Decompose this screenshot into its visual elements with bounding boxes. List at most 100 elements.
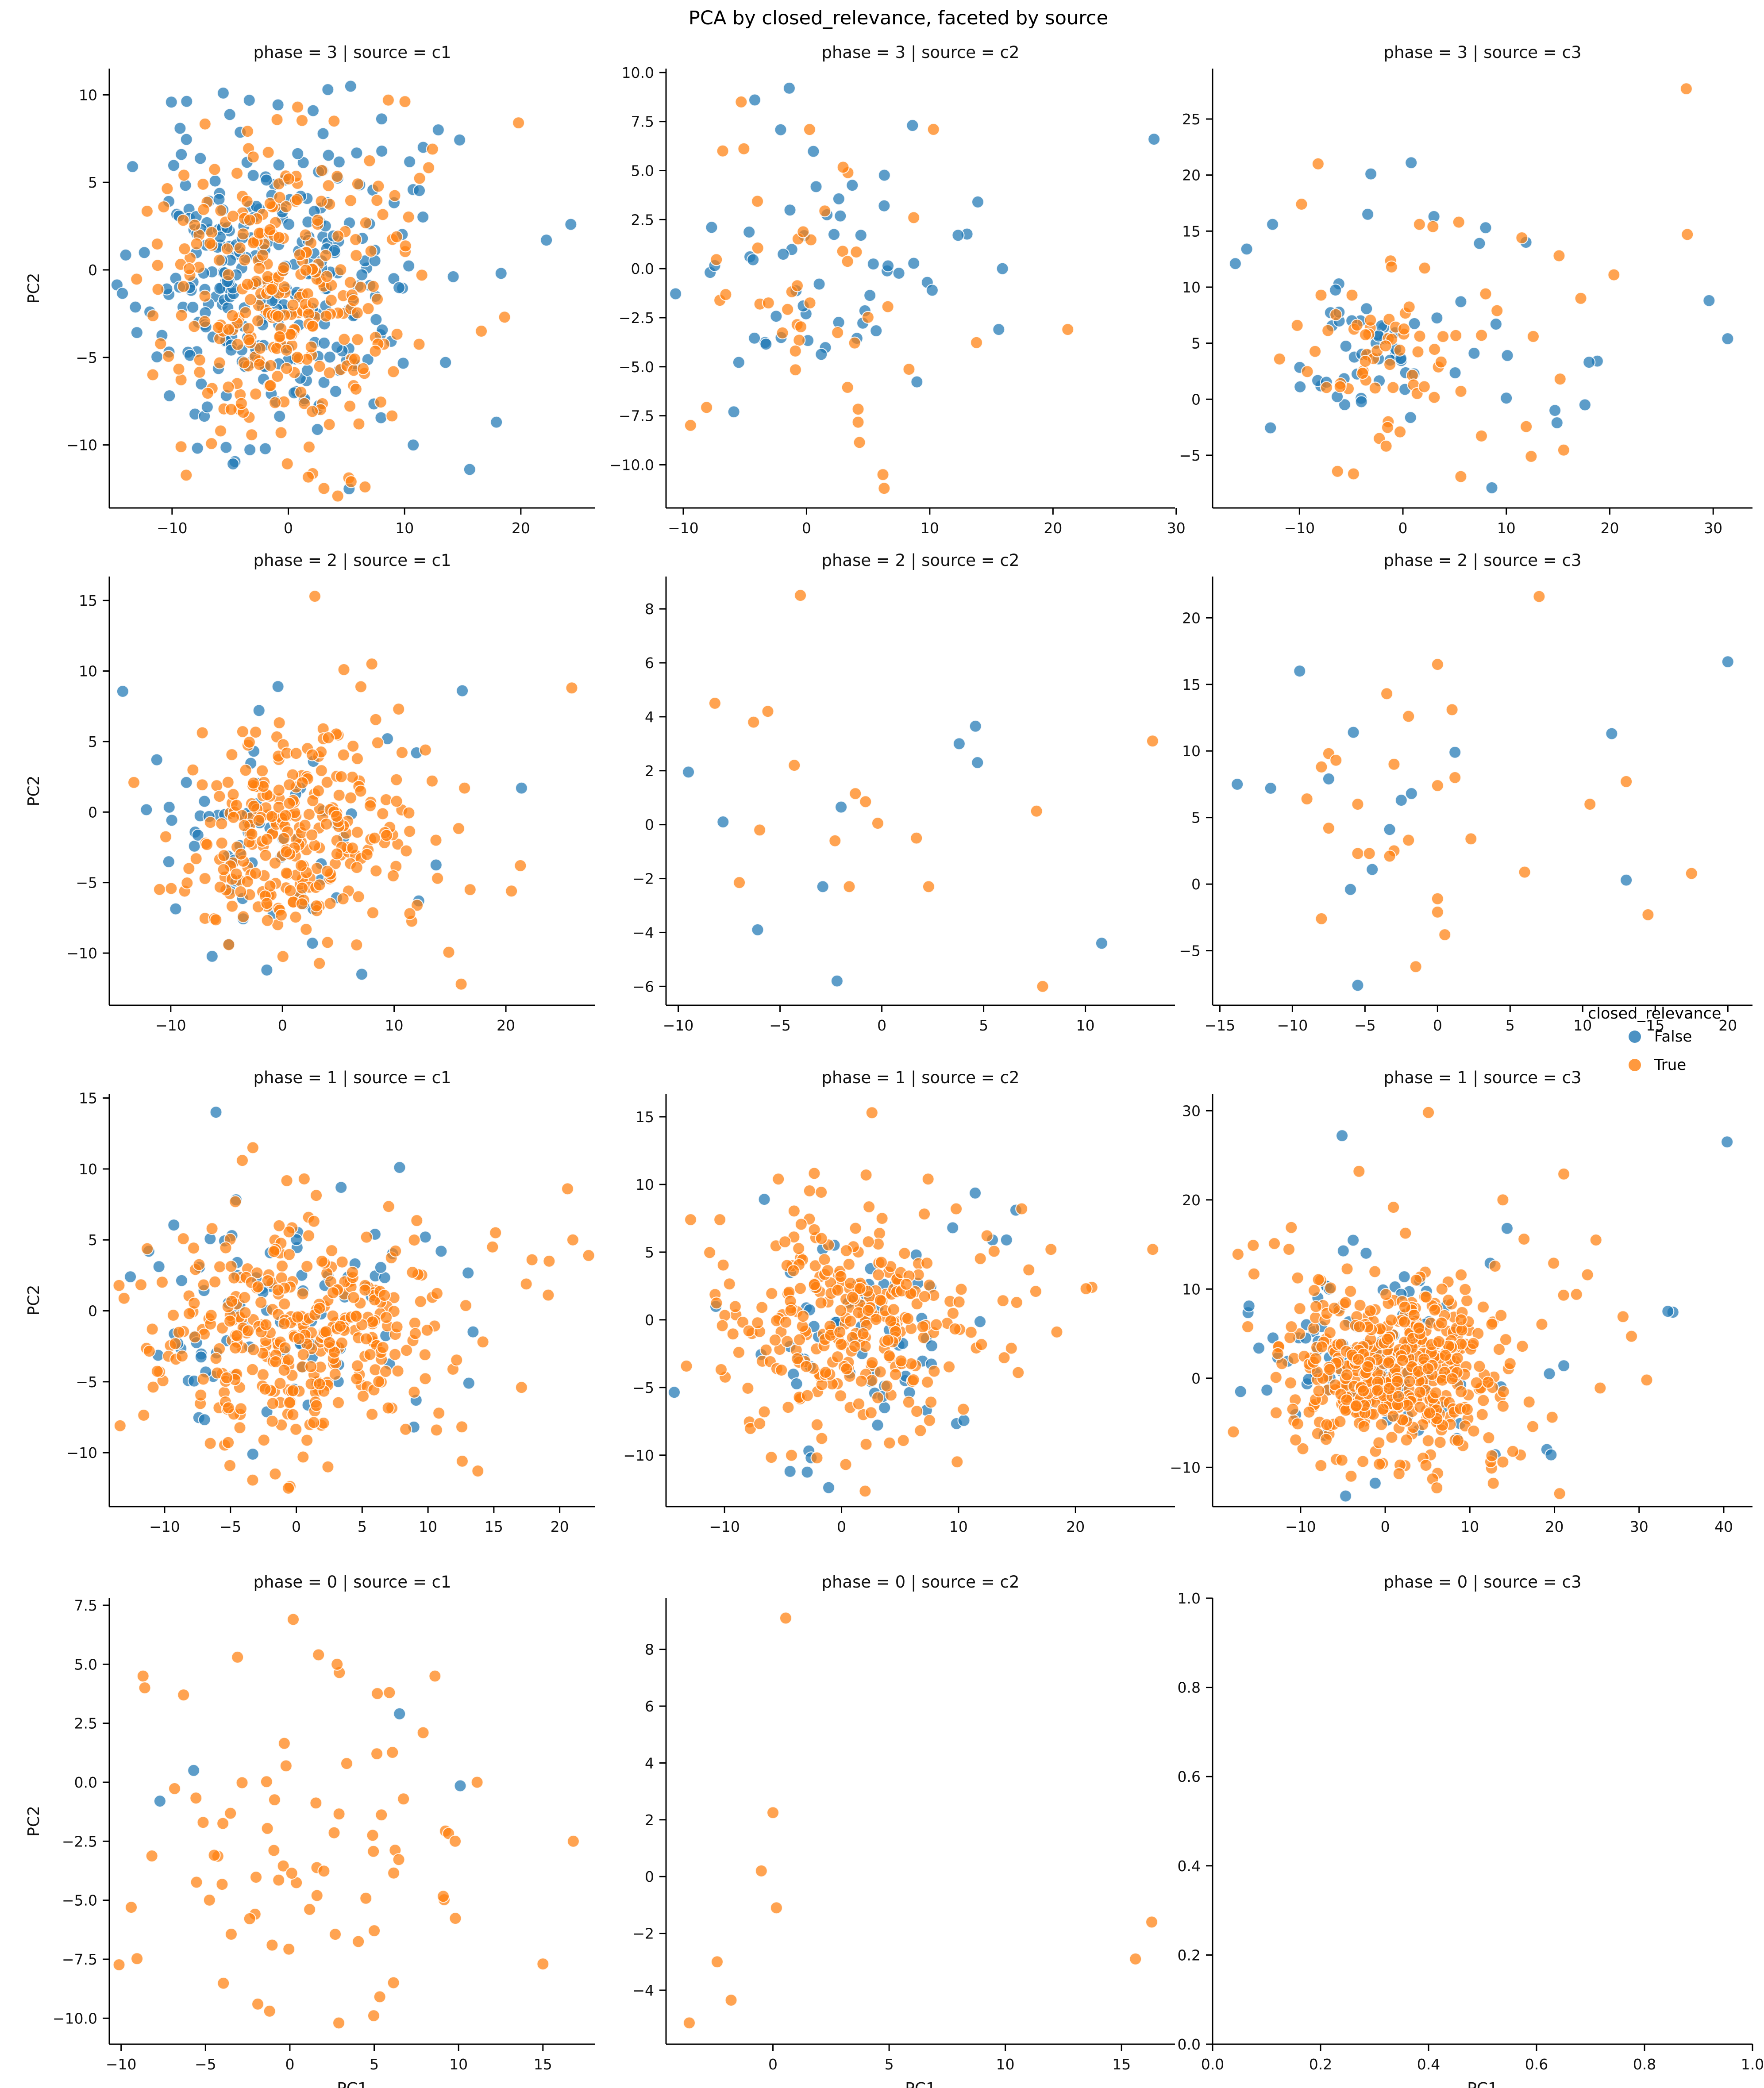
y-tick-label: 2.5 xyxy=(74,1715,97,1732)
y-tick-label: −5.0 xyxy=(62,1892,97,1909)
y-tick-label: −5 xyxy=(76,349,97,366)
series-true-points xyxy=(1227,1106,1653,1500)
y-tick-label: 4 xyxy=(645,708,654,726)
legend-label-true: True xyxy=(1654,1056,1687,1074)
y-tick-label: 10.0 xyxy=(622,64,654,81)
y-tick-label: 5 xyxy=(88,1231,97,1249)
y-tick-label: 0.4 xyxy=(1178,1857,1201,1875)
x-tick-label: −5 xyxy=(1354,1017,1376,1034)
y-tick-label: 30 xyxy=(1182,1102,1201,1119)
x-tick-label: 15 xyxy=(485,1518,503,1535)
x-tick-label: 5 xyxy=(1506,1017,1515,1034)
y-tick-label: 6 xyxy=(645,654,654,672)
x-tick-label: 40 xyxy=(1714,1518,1733,1535)
y-tick-label: 2.5 xyxy=(631,211,654,228)
x-tick-label: 10 xyxy=(1497,519,1516,537)
series-true-points xyxy=(680,1106,1159,1498)
x-tick-label: 0.4 xyxy=(1417,2056,1440,2073)
y-tick-label: 20 xyxy=(1182,1192,1201,1209)
facet-phase1-c2: −10 0 10 20 15 10 5 0 −5 −10 phase = 1 | source = … xyxy=(623,1068,1175,1535)
y-tick-label: 0 xyxy=(88,1303,97,1320)
y-tick-label: 5 xyxy=(88,733,97,750)
y-tick-label: −6 xyxy=(632,978,654,995)
y-tick-label: −5 xyxy=(76,874,97,892)
facet-title: phase = 2 | source = c3 xyxy=(1384,551,1582,570)
x-tick-label: 0.6 xyxy=(1525,2056,1548,2073)
x-tick-label: 0.2 xyxy=(1309,2056,1332,2073)
facet-phase1-c1: −10 −5 0 5 10 15 20 15 10 5 0 −5 −10 phase = 1 | sour… xyxy=(25,1068,595,1535)
y-tick-label: −4 xyxy=(632,1982,654,1999)
legend-marker-true-icon xyxy=(1629,1058,1641,1071)
x-tick-label: 0.8 xyxy=(1633,2056,1656,2073)
facet-phase2-c2: −10 −5 0 5 10 8 6 4 2 0 −2 −4 −6 phase = 2 | source =… xyxy=(632,551,1175,1034)
y-tick-label: 0 xyxy=(1191,1370,1201,1387)
y-axis-label: PC2 xyxy=(25,273,43,304)
x-tick-label: −10 xyxy=(1277,1017,1308,1034)
x-axis-label: PC1 xyxy=(337,2080,368,2088)
x-tick-label: −10 xyxy=(1284,519,1315,537)
y-tick-label: −2.5 xyxy=(619,309,654,327)
y-tick-label: −5 xyxy=(76,1373,97,1391)
x-tick-label: 5 xyxy=(370,2056,379,2073)
x-axis-label: PC1 xyxy=(905,2080,936,2088)
x-tick-label: 0 xyxy=(1433,1017,1442,1034)
y-tick-label: 0 xyxy=(88,261,97,279)
y-tick-label: 10 xyxy=(1182,742,1201,760)
x-tick-label: 0 xyxy=(285,2056,294,2073)
y-tick-label: −7.5 xyxy=(619,408,654,425)
series-false-points xyxy=(153,1707,467,1808)
y-tick-label: 15 xyxy=(1182,676,1201,693)
series-true-points xyxy=(127,590,578,991)
y-tick-label: 25 xyxy=(1182,111,1201,128)
y-tick-label: −4 xyxy=(632,924,654,941)
facet-phase1-c3: −10 0 10 20 30 40 30 20 10 0 −10 phase = 1 | source… xyxy=(1170,1068,1752,1535)
x-tick-label: −5 xyxy=(769,1017,791,1034)
y-tick-label: −10 xyxy=(66,437,97,454)
y-tick-label: 10 xyxy=(79,663,97,680)
legend-entry-false: False xyxy=(1629,1023,1721,1051)
y-tick-label: 15 xyxy=(79,592,97,609)
y-tick-label: 5 xyxy=(1191,809,1201,827)
y-tick-label: 15 xyxy=(79,1090,97,1107)
y-tick-label: 0 xyxy=(645,1311,654,1329)
facet-phase3-c3: −10 0 10 20 30 25 20 15 10 5 0 −5 phase = 3 | source… xyxy=(1179,43,1752,537)
y-tick-label: 1.0 xyxy=(1178,1590,1201,1607)
y-tick-label: 10 xyxy=(79,86,97,104)
facet-title: phase = 2 | source = c2 xyxy=(822,551,1020,570)
y-tick-label: 0 xyxy=(88,804,97,821)
x-tick-label: −10 xyxy=(668,519,699,537)
x-tick-label: 20 xyxy=(1545,1518,1564,1535)
y-tick-label: −2 xyxy=(632,870,654,888)
y-tick-label: 20 xyxy=(1182,609,1201,627)
y-tick-label: 8 xyxy=(645,600,654,618)
y-tick-label: 0 xyxy=(645,1868,654,1885)
legend-label-false: False xyxy=(1654,1027,1692,1046)
x-tick-label: 10 xyxy=(1573,1017,1592,1034)
facet-title: phase = 1 | source = c3 xyxy=(1384,1068,1582,1087)
facet-title: phase = 3 | source = c3 xyxy=(1384,43,1582,62)
facet-phase0-c1: −10 −5 0 5 10 15 7.5 5.0 2.5 0.0 −2.5 −5.0 −7.5 −10.0… xyxy=(25,1573,595,2088)
y-tick-label: 2 xyxy=(645,762,654,780)
x-tick-label: 15 xyxy=(1112,2056,1131,2073)
x-tick-label: 10 xyxy=(419,1518,437,1535)
y-tick-label: 15 xyxy=(636,1108,654,1126)
x-tick-label: 15 xyxy=(534,2056,552,2073)
x-tick-label: −10 xyxy=(157,519,188,537)
facet-title: phase = 1 | source = c1 xyxy=(254,1068,451,1087)
facet-phase0-c2: 0 5 10 15 8 6 4 2 0 −2 −4 phase = 0 | source = c2 PC… xyxy=(632,1573,1175,2088)
x-tick-label: 10 xyxy=(996,2056,1015,2073)
facet-title: phase = 1 | source = c2 xyxy=(822,1068,1020,1087)
y-tick-label: 5 xyxy=(88,174,97,191)
facet-phase3-c2: −10 0 10 20 30 10.0 7.5 5.0 2.5 0.0 −2.5 −5.0 −7.5 −1… xyxy=(609,43,1186,537)
x-tick-label: 20 xyxy=(1066,1518,1085,1535)
facet-title: phase = 0 | source = c1 xyxy=(254,1573,451,1592)
y-tick-label: 0.0 xyxy=(74,1774,97,1791)
x-tick-label: 20 xyxy=(1044,519,1062,537)
series-true-points xyxy=(682,1611,1159,2030)
series-true-points xyxy=(708,589,1159,993)
y-tick-label: −5 xyxy=(632,1379,654,1396)
x-tick-label: 10 xyxy=(1076,1017,1095,1034)
x-tick-label: 0 xyxy=(292,1518,301,1535)
y-tick-label: 0.8 xyxy=(1178,1679,1201,1696)
